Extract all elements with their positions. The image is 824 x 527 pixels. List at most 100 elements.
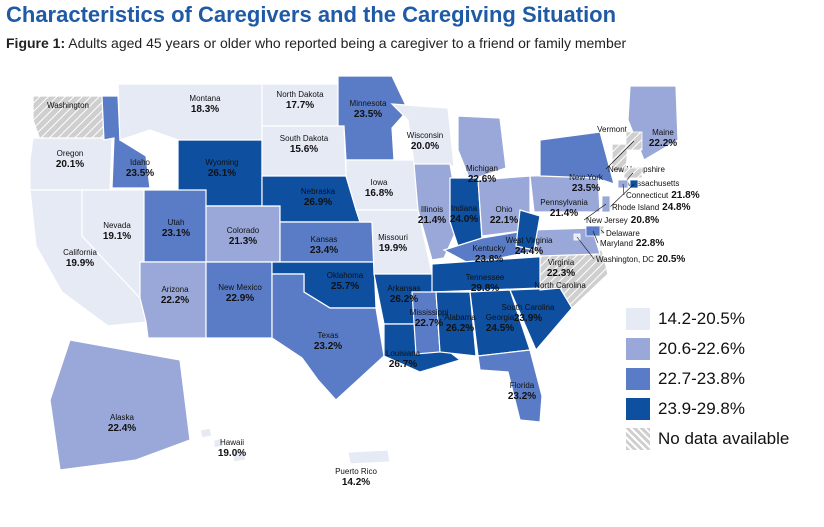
state-name-vermont: Vermont xyxy=(597,125,628,134)
legend-item: 20.6-22.6% xyxy=(626,337,789,361)
figure-description: Adults aged 45 years or older who report… xyxy=(65,35,627,51)
callout-name: New Jersey xyxy=(586,216,628,225)
state-value-alabama: 26.2% xyxy=(446,323,474,334)
legend-swatch xyxy=(626,308,650,330)
legend-item: 22.7-23.8% xyxy=(626,367,789,391)
state-value-wyoming: 26.1% xyxy=(208,168,236,179)
state-name-mississippi: Mississippi xyxy=(410,308,449,317)
legend-label: 22.7-23.8% xyxy=(658,369,745,388)
state-value-arkansas: 26.2% xyxy=(390,294,418,305)
state-value-wisconsin: 20.0% xyxy=(411,141,439,152)
state-name-arkansas: Arkansas xyxy=(387,284,420,293)
figure-subtitle: Figure 1: Adults aged 45 years or older … xyxy=(6,35,626,51)
callout-name: Massachusetts xyxy=(626,179,679,188)
callout-label-new-jersey: New Jersey 20.8% xyxy=(586,215,659,226)
state-value-minnesota: 23.5% xyxy=(354,109,382,120)
state-name-alabama: Alabama xyxy=(444,313,476,322)
state-name-minnesota: Minnesota xyxy=(350,99,387,108)
callout-leader-line xyxy=(576,236,595,260)
state-alaska xyxy=(49,339,191,471)
state-value-alaska: 22.4% xyxy=(108,423,136,434)
state-name-west-virginia: West Virginia xyxy=(506,236,553,245)
states-layer xyxy=(29,75,679,471)
state-name-tennessee: Tennessee xyxy=(466,273,505,282)
state-value-hawaii: 19.0% xyxy=(218,448,246,459)
callout-leader-line xyxy=(622,183,625,196)
labels-layer: WashingtonOregon20.1%California19.9%Neva… xyxy=(47,90,677,488)
state-name-maine: Maine xyxy=(652,128,674,137)
state-value-louisiana: 26.7% xyxy=(389,359,417,370)
state-value-south-dakota: 15.6% xyxy=(290,144,318,155)
legend-label: 14.2-20.5% xyxy=(658,309,745,328)
state-value-west-virginia: 24.4% xyxy=(515,246,543,257)
state-name-texas: Texas xyxy=(318,331,339,340)
state-value-oregon: 20.1% xyxy=(56,159,84,170)
state-value-idaho: 23.5% xyxy=(126,168,154,179)
state-new-york xyxy=(539,131,615,185)
state-name-ohio: Ohio xyxy=(496,205,513,214)
state-name-kentucky: Kentucky xyxy=(473,244,506,253)
state-name-north-carolina: North Carolina xyxy=(534,281,586,290)
state-value-tennessee: 29.8% xyxy=(471,283,499,294)
callout-leader-line xyxy=(605,140,635,170)
state-virginia xyxy=(529,227,601,257)
state-value-arizona: 22.2% xyxy=(161,295,189,306)
callout-name: Connecticut xyxy=(626,191,669,200)
state-michigan xyxy=(457,115,507,181)
state-value-new-york: 23.5% xyxy=(572,183,600,194)
state-name-hawaii: Hawaii xyxy=(220,438,244,447)
state-name-new-york: New York xyxy=(569,173,604,182)
callout-value: 20.5% xyxy=(657,254,685,265)
legend-label: No data available xyxy=(658,429,790,448)
state-name-wisconsin: Wisconsin xyxy=(407,131,443,140)
state-hawaii xyxy=(213,437,225,449)
state-florida xyxy=(477,349,543,423)
state-value-nebraska: 26.9% xyxy=(304,197,332,208)
state-value-colorado: 21.3% xyxy=(229,236,257,247)
callout-value: 21.8% xyxy=(671,190,699,201)
state-name-south-carolina: South Carolina xyxy=(502,303,555,312)
legend-swatch xyxy=(626,368,650,390)
state-name-kansas: Kansas xyxy=(311,235,338,244)
state-name-arizona: Arizona xyxy=(161,285,189,294)
callout-label-connecticut: Connecticut 21.8% xyxy=(626,190,700,201)
legend-label: 20.6-22.6% xyxy=(658,339,745,358)
callout-label-delaware: Delaware xyxy=(606,229,640,238)
callout-value: 22.8% xyxy=(636,238,664,249)
state-name-puerto-rico: Puerto Rico xyxy=(335,467,377,476)
state-name-colorado: Colorado xyxy=(227,226,260,235)
state-value-south-carolina: 23.9% xyxy=(514,313,542,324)
callout-name: Washington, DC xyxy=(596,255,654,264)
callout-leader-line xyxy=(600,229,605,234)
state-value-utah: 23.1% xyxy=(162,228,190,239)
state-value-kansas: 23.4% xyxy=(310,245,338,256)
legend-swatch xyxy=(626,338,650,360)
state-name-new-mexico: New Mexico xyxy=(218,283,262,292)
state-name-illinois: Illinois xyxy=(421,205,443,214)
state-value-iowa: 16.8% xyxy=(365,188,393,199)
callout-leader-line xyxy=(592,230,599,244)
state-value-virginia: 22.3% xyxy=(547,268,575,279)
state-puerto-rico xyxy=(347,449,391,465)
legend-item: 14.2-20.5% xyxy=(626,307,789,331)
state-name-louisiana: Louisiana xyxy=(386,349,421,358)
callout-label-washington-dc: Washington, DC 20.5% xyxy=(596,254,685,265)
state-value-florida: 23.2% xyxy=(508,391,536,402)
state-name-alaska: Alaska xyxy=(110,413,135,422)
state-value-georgia: 24.5% xyxy=(486,323,514,334)
state-value-nevada: 19.1% xyxy=(103,231,131,242)
state-name-oklahoma: Oklahoma xyxy=(327,271,364,280)
state-name-oregon: Oregon xyxy=(57,149,84,158)
state-name-washington: Washington xyxy=(47,101,89,110)
state-name-north-dakota: North Dakota xyxy=(276,90,324,99)
state-name-montana: Montana xyxy=(189,94,221,103)
state-name-south-dakota: South Dakota xyxy=(280,134,329,143)
state-name-utah: Utah xyxy=(168,218,185,227)
legend-swatch xyxy=(626,428,650,450)
state-value-illinois: 21.4% xyxy=(418,215,446,226)
legend-label: 23.9-29.8% xyxy=(658,399,745,418)
state-name-indiana: Indiana xyxy=(451,204,478,213)
figure-label: Figure 1: xyxy=(6,35,66,51)
